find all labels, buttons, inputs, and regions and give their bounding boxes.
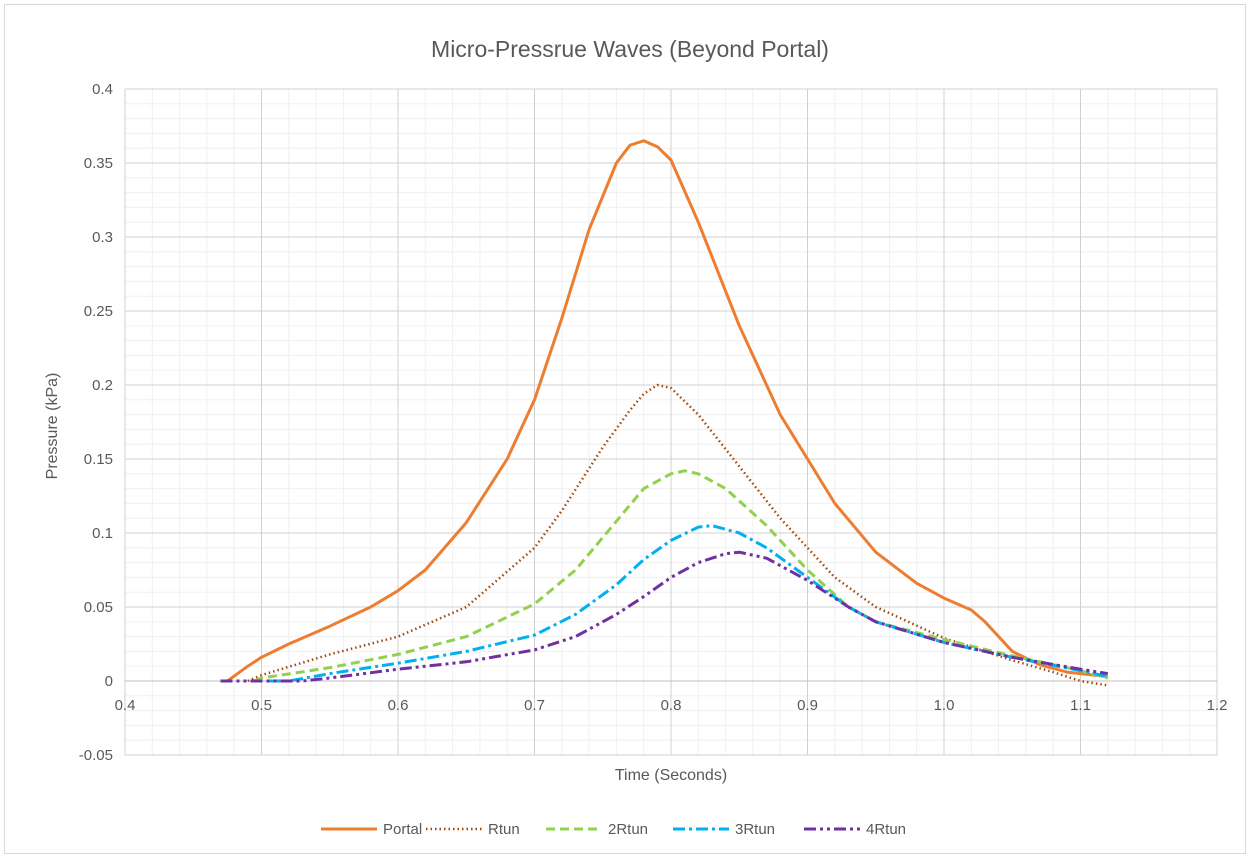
x-tick-label: 0.4 [115, 697, 136, 714]
legend-label-4rtun: 4Rtun [866, 821, 906, 838]
x-axis-label: Time (Seconds) [615, 767, 727, 784]
y-tick-label: 0.4 [92, 81, 113, 98]
x-tick-label: 1.1 [1070, 697, 1091, 714]
x-tick-label: 1.2 [1207, 697, 1228, 714]
legend-label-3rtun: 3Rtun [735, 821, 775, 838]
series-line-3rtun [268, 524, 1109, 683]
x-axis-ticks: 0.4 0.5 0.6 0.7 0.8 0.9 1.0 1.1 1.2 [115, 697, 1228, 714]
y-tick-label: 0.35 [84, 155, 113, 172]
legend-label-rtun: Rtun [488, 821, 520, 838]
x-tick-label: 1.0 [934, 697, 955, 714]
legend: Portal Rtun 2Rtun 3Rtun 4Rtun [321, 821, 906, 838]
y-tick-label: 0 [105, 673, 113, 690]
x-tick-label: 0.7 [524, 697, 545, 714]
series-line-2rtun [254, 469, 1109, 683]
y-tick-label: 0.15 [84, 451, 113, 468]
chart-frame: Micro-Pressrue Waves (Beyond Portal) -0.… [4, 4, 1246, 854]
legend-label-2rtun: 2Rtun [608, 821, 648, 838]
y-tick-label: 0.2 [92, 377, 113, 394]
x-tick-label: 0.8 [661, 697, 682, 714]
x-tick-label: 0.9 [797, 697, 818, 714]
y-axis-ticks: -0.05 0 0.05 0.1 0.15 0.2 0.25 0.3 0.35 0.4 [79, 81, 113, 764]
series-line-4rtun [220, 550, 1109, 683]
y-tick-label: 0.25 [84, 303, 113, 320]
series-line-portal [226, 139, 1108, 683]
y-tick-label: 0.05 [84, 599, 113, 616]
chart-svg: Micro-Pressrue Waves (Beyond Portal) -0.… [44, 36, 1228, 838]
y-tick-label: 0.1 [92, 525, 113, 542]
y-axis-label: Pressure (kPa) [44, 373, 61, 480]
y-tick-label: -0.05 [79, 747, 113, 764]
legend-label-portal: Portal [383, 821, 422, 838]
series-line-rtun [247, 383, 1108, 687]
y-tick-label: 0.3 [92, 229, 113, 246]
series-lines [220, 139, 1109, 687]
x-tick-label: 0.5 [251, 697, 272, 714]
chart-title: Micro-Pressrue Waves (Beyond Portal) [431, 36, 829, 62]
x-tick-label: 0.6 [388, 697, 409, 714]
